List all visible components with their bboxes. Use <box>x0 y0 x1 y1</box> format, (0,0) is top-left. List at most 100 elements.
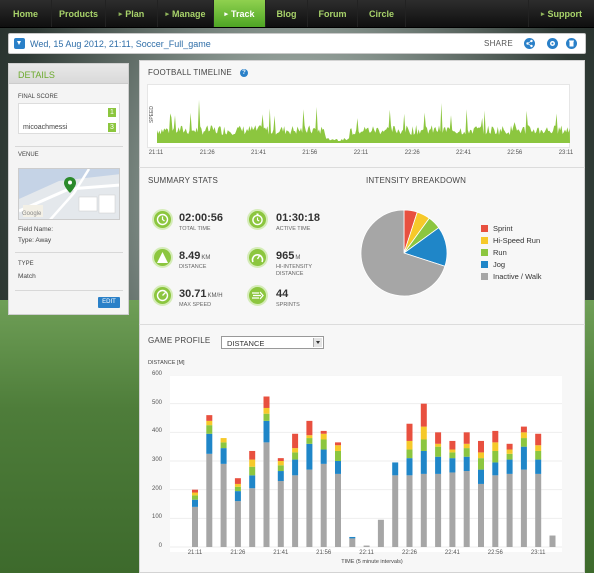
bar-segment-jog[interactable] <box>320 449 327 464</box>
bar-segment-hi-speed-run[interactable] <box>335 445 341 451</box>
bar-segment-inactive-walk[interactable] <box>277 481 284 547</box>
bar-segment-sprint[interactable] <box>406 423 413 441</box>
bar-segment-run[interactable] <box>406 449 413 459</box>
bar-segment-inactive-walk[interactable] <box>506 473 513 547</box>
bar-segment-sprint[interactable] <box>449 440 456 450</box>
bar-segment-run[interactable] <box>435 446 442 457</box>
nav-manage[interactable]: ▸ Manage <box>158 0 214 27</box>
bar-segment-hi-speed-run[interactable] <box>292 448 299 453</box>
bar-segment-sprint[interactable] <box>520 426 527 433</box>
bar-segment-jog[interactable] <box>506 459 513 474</box>
bar-segment-hi-speed-run[interactable] <box>220 438 227 443</box>
nav-track[interactable]: ▸ Track <box>214 0 266 27</box>
bar-segment-inactive-walk[interactable] <box>392 475 399 547</box>
bar-segment-hi-speed-run[interactable] <box>478 452 484 459</box>
bar-segment-inactive-walk[interactable] <box>449 472 456 547</box>
bar-segment-sprint[interactable] <box>492 430 499 443</box>
bar-segment-hi-speed-run[interactable] <box>263 407 270 414</box>
venue-map[interactable]: Google <box>18 168 120 220</box>
bar-segment-inactive-walk[interactable] <box>349 538 356 547</box>
bar-segment-hi-speed-run[interactable] <box>463 443 470 449</box>
bar-segment-jog[interactable] <box>306 443 313 470</box>
bar-segment-sprint[interactable] <box>420 403 427 427</box>
bar-segment-sprint[interactable] <box>478 440 484 453</box>
bar-segment-inactive-walk[interactable] <box>263 442 270 547</box>
bar-segment-inactive-walk[interactable] <box>206 453 213 547</box>
bar-segment-hi-speed-run[interactable] <box>320 433 327 440</box>
bar-segment-inactive-walk[interactable] <box>478 483 484 547</box>
nav-home[interactable]: Home <box>0 0 52 27</box>
bar-segment-jog[interactable] <box>435 456 442 474</box>
bar-segment-inactive-walk[interactable] <box>335 473 341 547</box>
bar-segment-hi-speed-run[interactable] <box>420 426 427 440</box>
bar-segment-hi-speed-run[interactable] <box>306 435 313 439</box>
bar-segment-inactive-walk[interactable] <box>306 469 313 547</box>
bar-segment-jog[interactable] <box>406 458 413 476</box>
nav-support[interactable]: ▸ Support <box>528 0 594 27</box>
bar-segment-run[interactable] <box>506 453 513 460</box>
bar-segment-inactive-walk[interactable] <box>234 501 241 547</box>
bar-segment-sprint[interactable] <box>535 433 542 446</box>
bar-segment-jog[interactable] <box>449 458 456 473</box>
bar-segment-jog[interactable] <box>249 475 256 489</box>
bar-segment-inactive-walk[interactable] <box>406 475 413 547</box>
bar-segment-sprint[interactable] <box>506 443 513 450</box>
bar-segment-run[interactable] <box>320 439 327 450</box>
nav-blog[interactable]: Blog <box>266 0 308 27</box>
bar-segment-sprint[interactable] <box>463 432 470 444</box>
bar-segment-sprint[interactable] <box>292 433 299 449</box>
bar-segment-run[interactable] <box>492 450 499 463</box>
bar-segment-jog[interactable] <box>292 459 299 476</box>
bar-segment-sprint[interactable] <box>192 489 198 493</box>
bar-segment-hi-speed-run[interactable] <box>449 449 456 453</box>
bar-segment-hi-speed-run[interactable] <box>406 440 413 450</box>
delete-icon[interactable] <box>566 38 577 49</box>
bar-segment-inactive-walk[interactable] <box>420 473 427 547</box>
bar-segment-jog[interactable] <box>478 469 484 484</box>
bar-segment-run[interactable] <box>306 438 313 444</box>
bar-segment-hi-speed-run[interactable] <box>277 461 284 466</box>
nav-plan[interactable]: ▸ Plan <box>106 0 158 27</box>
metric-select[interactable]: DISTANCE <box>221 336 324 349</box>
bar-segment-run[interactable] <box>420 439 427 451</box>
bar-segment-run[interactable] <box>277 465 284 472</box>
bar-segment-jog[interactable] <box>335 461 341 474</box>
edit-button[interactable]: EDIT <box>98 297 120 308</box>
bar-segment-inactive-walk[interactable] <box>520 469 527 547</box>
bar-segment-run[interactable] <box>234 486 241 492</box>
bar-segment-inactive-walk[interactable] <box>320 463 327 547</box>
share-icon[interactable] <box>524 38 535 49</box>
bar-segment-sprint[interactable] <box>206 415 213 421</box>
bar-segment-run[interactable] <box>220 442 227 449</box>
nav-products[interactable]: Products <box>52 0 106 27</box>
bar-segment-jog[interactable] <box>463 456 470 472</box>
bar-segment-inactive-walk[interactable] <box>249 488 256 547</box>
bar-segment-hi-speed-run[interactable] <box>492 442 499 451</box>
bar-segment-jog[interactable] <box>206 433 213 454</box>
bar-segment-jog[interactable] <box>277 471 284 482</box>
bar-segment-sprint[interactable] <box>320 430 327 434</box>
bar-segment-run[interactable] <box>206 425 213 434</box>
bar-segment-jog[interactable] <box>420 450 427 474</box>
bar-segment-jog[interactable] <box>535 459 542 474</box>
bar-segment-inactive-walk[interactable] <box>192 506 198 547</box>
bar-segment-sprint[interactable] <box>277 458 284 461</box>
bar-segment-inactive-walk[interactable] <box>535 473 542 547</box>
bar-segment-run[interactable] <box>292 452 299 460</box>
bar-segment-run[interactable] <box>463 448 470 457</box>
nav-circle[interactable]: Circle <box>358 0 406 27</box>
bar-segment-sprint[interactable] <box>335 442 341 446</box>
bar-segment-hi-speed-run[interactable] <box>435 443 442 447</box>
bar-segment-inactive-walk[interactable] <box>435 473 442 547</box>
bar-segment-sprint[interactable] <box>435 432 442 444</box>
bar-segment-run[interactable] <box>478 458 484 470</box>
bar-segment-run[interactable] <box>192 495 198 500</box>
bar-segment-hi-speed-run[interactable] <box>520 432 527 439</box>
bar-segment-jog[interactable] <box>349 536 356 539</box>
bar-segment-sprint[interactable] <box>306 420 313 436</box>
bar-segment-inactive-walk[interactable] <box>549 535 556 547</box>
bar-segment-sprint[interactable] <box>234 478 241 484</box>
settings-icon[interactable] <box>547 38 558 49</box>
session-dropdown-button[interactable] <box>14 38 25 49</box>
bar-segment-inactive-walk[interactable] <box>363 545 370 547</box>
